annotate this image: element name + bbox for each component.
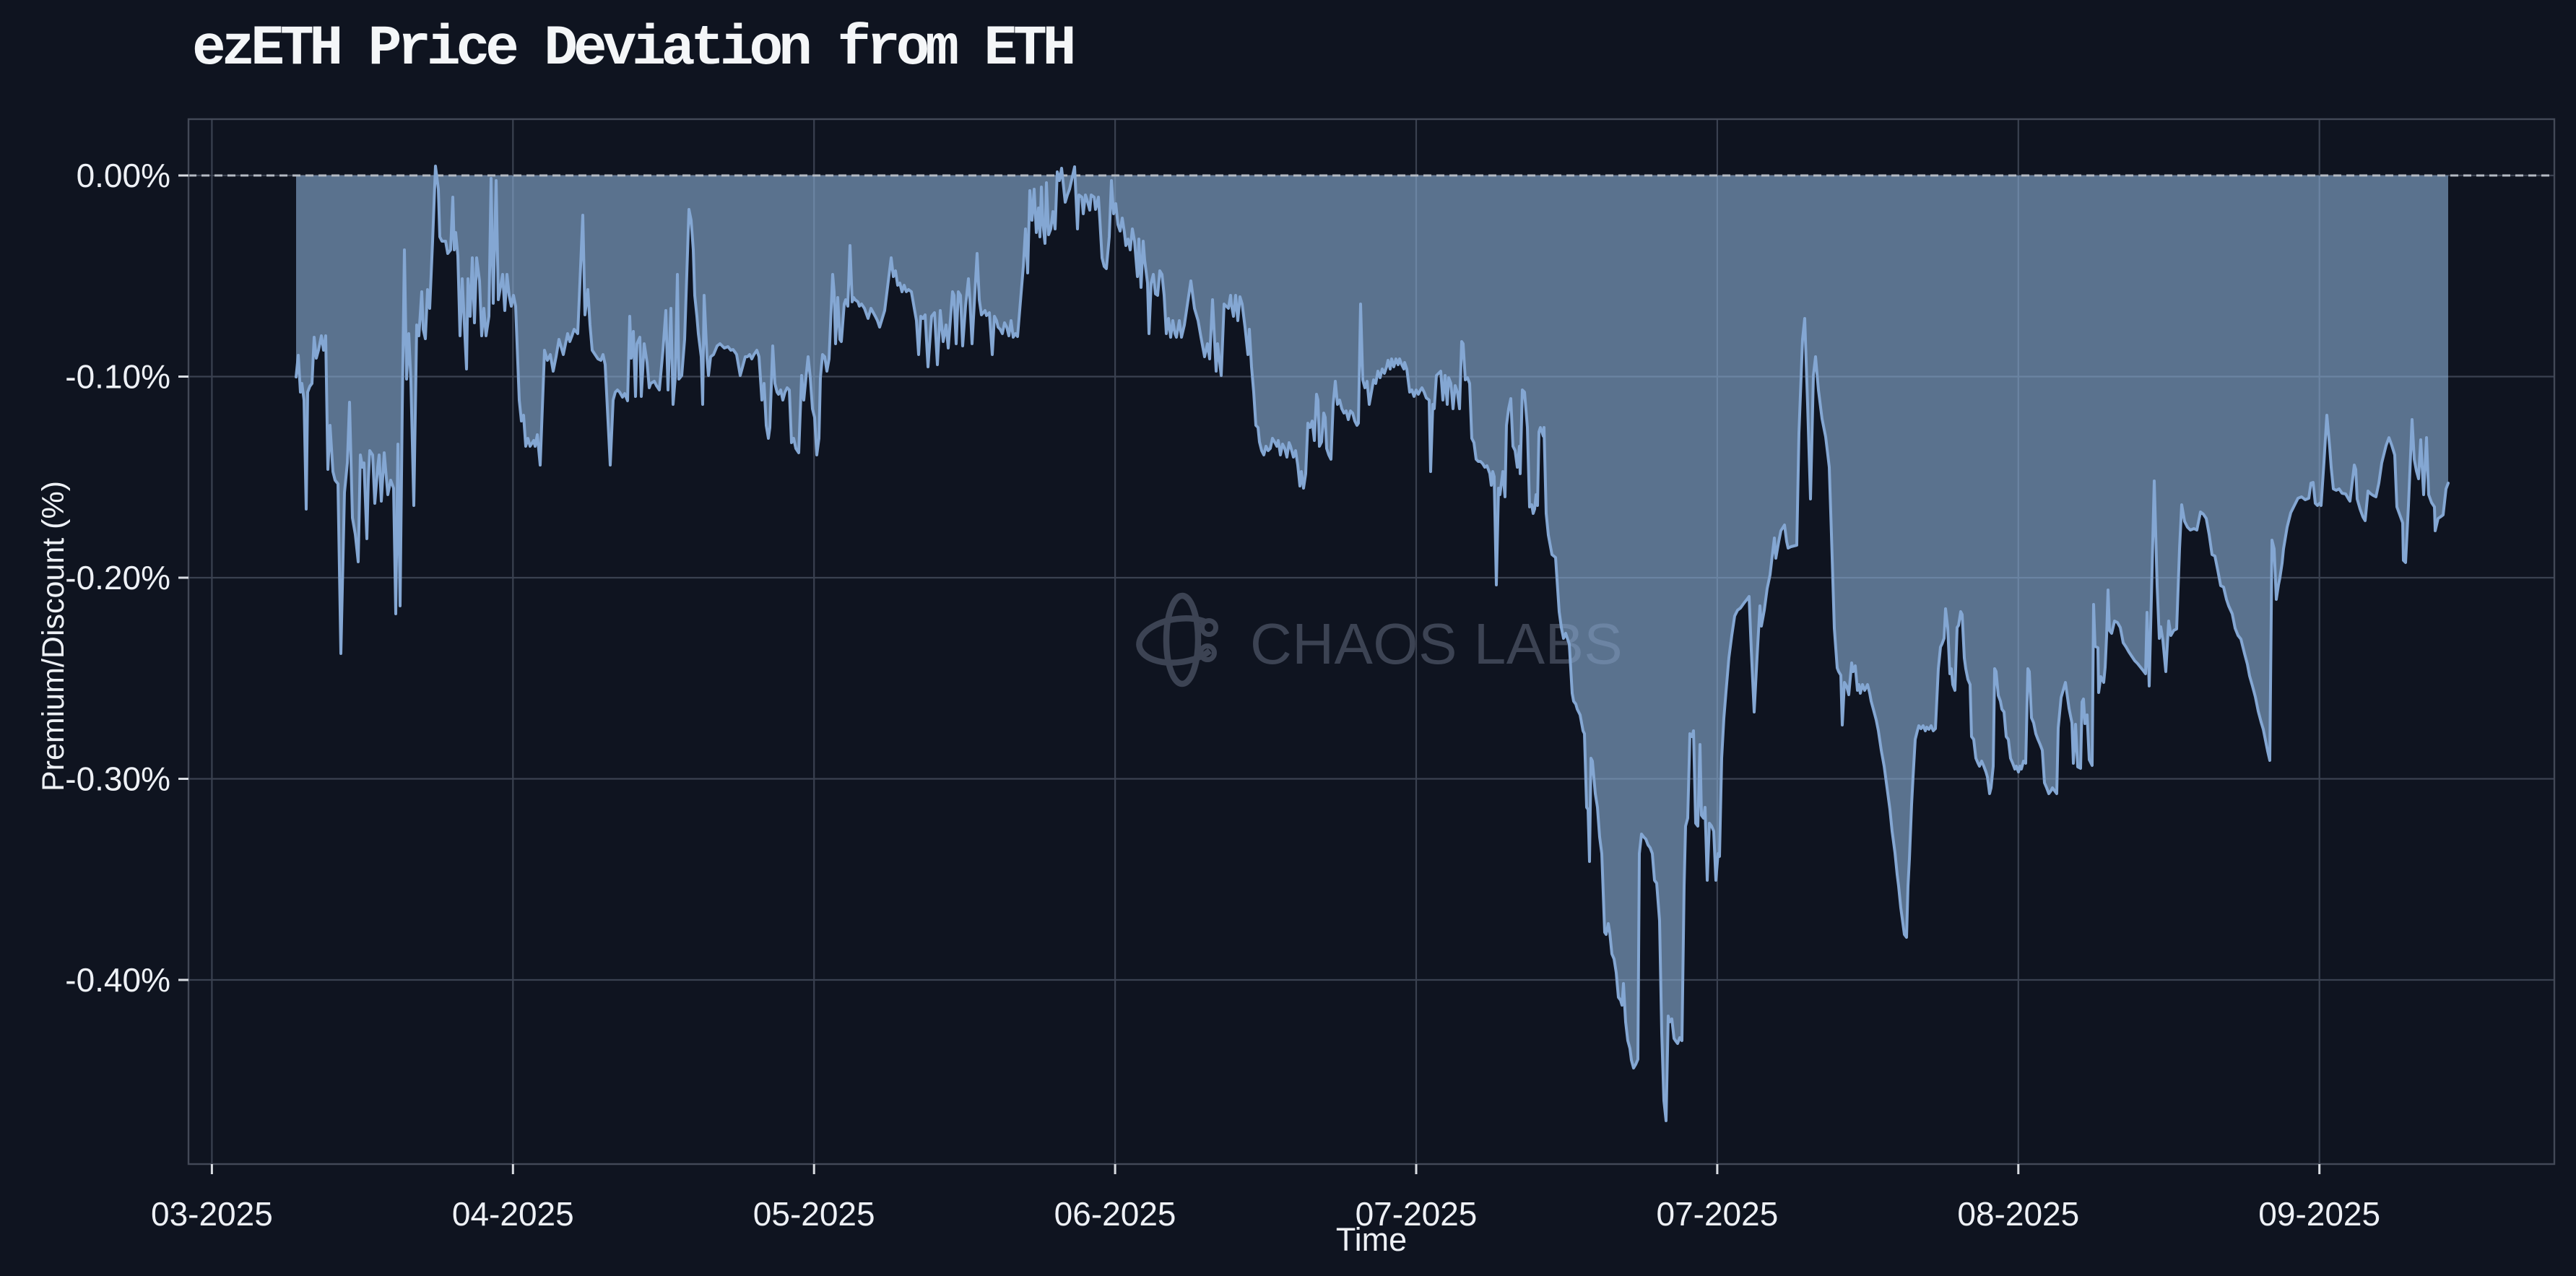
svg-text:09-2025: 09-2025 bbox=[2258, 1195, 2380, 1233]
svg-text:-0.20%: -0.20% bbox=[65, 559, 170, 596]
svg-text:-0.10%: -0.10% bbox=[65, 358, 170, 396]
svg-text:Premium/Discount (%): Premium/Discount (%) bbox=[36, 481, 71, 791]
svg-text:Time: Time bbox=[1336, 1221, 1407, 1258]
svg-text:ezETH Price Deviation from ETH: ezETH Price Deviation from ETH bbox=[192, 17, 1073, 81]
svg-text:03-2025: 03-2025 bbox=[151, 1195, 273, 1233]
svg-text:05-2025: 05-2025 bbox=[753, 1195, 875, 1233]
svg-text:0.00%: 0.00% bbox=[77, 157, 170, 194]
svg-text:-0.30%: -0.30% bbox=[65, 760, 170, 798]
svg-text:06-2025: 06-2025 bbox=[1054, 1195, 1176, 1233]
svg-text:07-2025: 07-2025 bbox=[1356, 1195, 1478, 1233]
svg-text:07-2025: 07-2025 bbox=[1656, 1195, 1778, 1233]
svg-text:04-2025: 04-2025 bbox=[452, 1195, 574, 1233]
svg-text:-0.40%: -0.40% bbox=[65, 961, 170, 999]
svg-text:08-2025: 08-2025 bbox=[1957, 1195, 2079, 1233]
